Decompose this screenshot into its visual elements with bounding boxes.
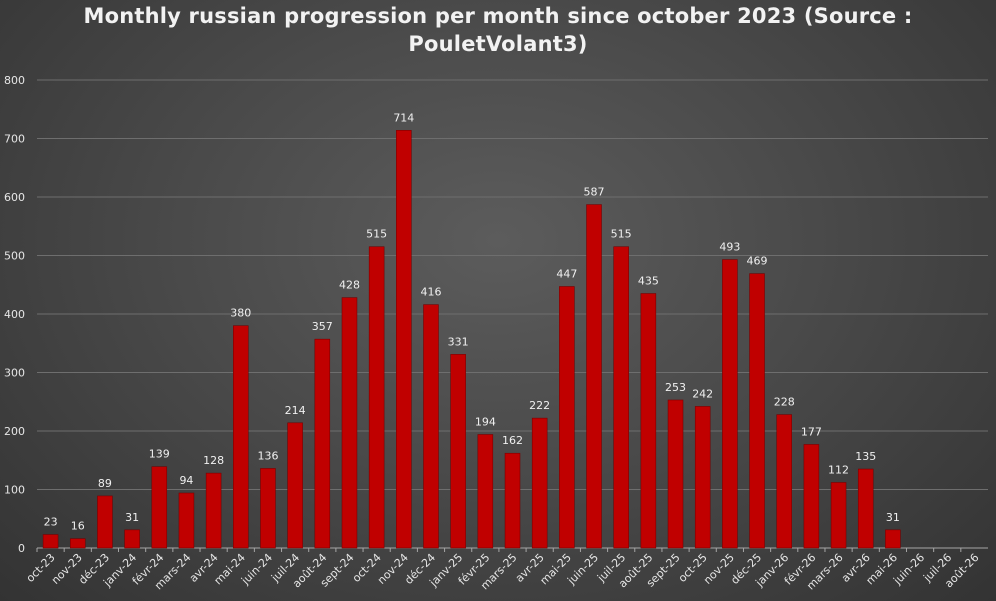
data-label: 253 <box>665 381 686 394</box>
data-label: 428 <box>339 279 360 292</box>
data-label: 128 <box>203 454 224 467</box>
data-label: 357 <box>312 320 333 333</box>
chart-title-line-1: Monthly russian progression per month si… <box>83 4 913 28</box>
data-label: 139 <box>149 448 170 461</box>
bar <box>722 259 738 549</box>
data-label: 89 <box>98 477 112 490</box>
y-tick-label: 800 <box>4 74 25 87</box>
bar <box>477 434 494 549</box>
bar <box>178 492 195 549</box>
bar <box>368 246 385 549</box>
bar <box>504 452 521 549</box>
bar <box>260 468 276 549</box>
data-label: 380 <box>230 307 251 320</box>
bar <box>803 444 820 549</box>
data-label: 242 <box>692 387 713 400</box>
bar <box>667 399 684 549</box>
bar <box>314 338 331 549</box>
bar <box>613 246 629 549</box>
data-label: 447 <box>556 268 577 281</box>
bar <box>151 466 168 549</box>
bar <box>531 417 548 549</box>
y-tick-label: 500 <box>4 250 25 263</box>
bar <box>124 529 140 549</box>
data-label: 714 <box>393 111 414 124</box>
data-label: 214 <box>285 404 306 417</box>
bar <box>396 130 412 549</box>
bar <box>42 534 59 549</box>
data-label: 493 <box>719 241 740 254</box>
data-label: 162 <box>502 434 523 447</box>
bar <box>694 406 711 549</box>
chart-title-line-2: PouletVolant3) <box>408 32 588 56</box>
y-tick-label: 700 <box>4 133 25 146</box>
bar <box>69 538 86 549</box>
data-label: 112 <box>828 463 849 476</box>
bar <box>885 529 901 549</box>
data-label: 515 <box>611 228 632 241</box>
y-tick-label: 400 <box>4 308 25 321</box>
bar <box>287 422 303 549</box>
data-label: 23 <box>44 516 58 529</box>
data-label: 177 <box>801 425 822 438</box>
bar <box>830 482 847 549</box>
bar <box>586 204 602 549</box>
data-label: 515 <box>366 228 387 241</box>
y-tick-label: 300 <box>4 367 25 380</box>
data-label: 135 <box>855 450 876 463</box>
chart-title: Monthly russian progression per month si… <box>0 2 996 58</box>
data-label: 331 <box>448 335 469 348</box>
bar <box>640 293 657 549</box>
data-label: 136 <box>257 449 278 462</box>
data-label: 587 <box>584 186 605 199</box>
data-label: 416 <box>420 286 441 299</box>
data-label: 16 <box>71 520 85 533</box>
bar <box>749 273 765 549</box>
data-label: 194 <box>475 416 496 429</box>
data-label: 435 <box>638 275 659 288</box>
data-label: 31 <box>886 511 900 524</box>
y-tick-label: 200 <box>4 425 25 438</box>
data-label: 469 <box>747 255 768 268</box>
bar <box>450 354 466 549</box>
bar <box>776 414 792 549</box>
bar <box>857 468 874 549</box>
y-tick-label: 100 <box>4 484 25 497</box>
data-label: 228 <box>774 396 795 409</box>
data-label: 222 <box>529 399 550 412</box>
data-label: 94 <box>179 474 193 487</box>
bar <box>233 325 249 549</box>
y-tick-label: 0 <box>18 542 25 555</box>
bar <box>97 495 113 549</box>
bar <box>205 472 222 549</box>
data-label: 31 <box>125 511 139 524</box>
y-tick-label: 600 <box>4 191 25 204</box>
bar <box>423 304 439 549</box>
bar <box>559 286 575 549</box>
bar <box>341 297 358 549</box>
